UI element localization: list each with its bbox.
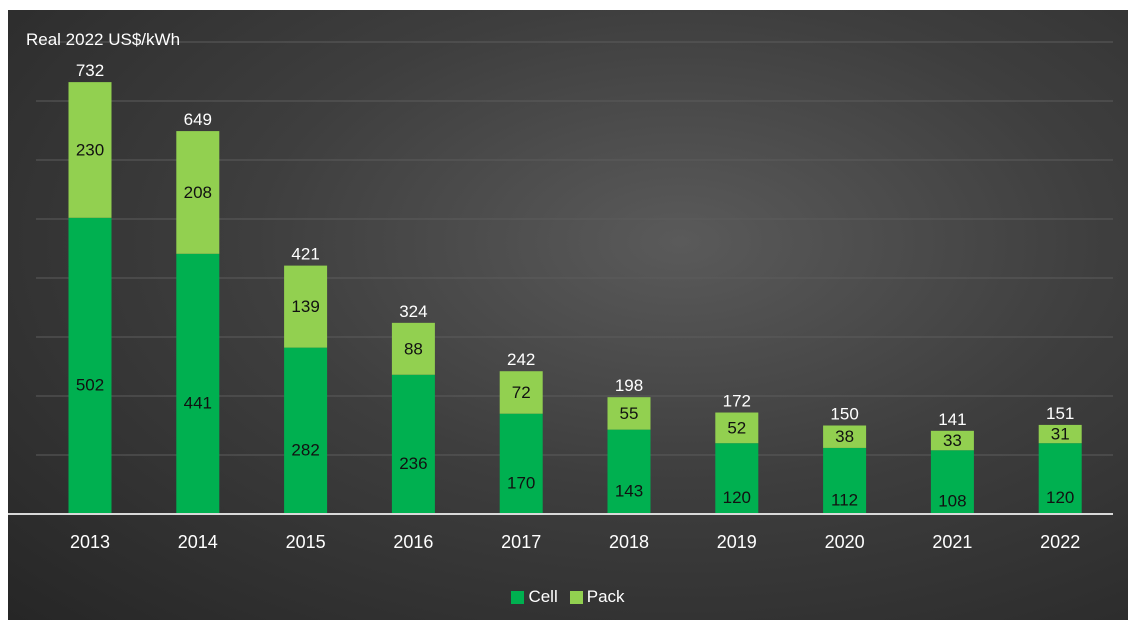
data-label-cell-2022: 120 bbox=[1046, 488, 1074, 507]
data-label-cell-2013: 502 bbox=[76, 375, 104, 394]
bar-cell-2017 bbox=[499, 413, 543, 514]
x-tick-label-2020: 2020 bbox=[825, 532, 865, 552]
bar-cell-2013 bbox=[68, 217, 112, 514]
data-label-pack-2020: 38 bbox=[835, 427, 854, 446]
bar-cell-2019 bbox=[715, 443, 759, 514]
data-label-cell-2015: 282 bbox=[291, 440, 319, 459]
total-label-2022: 151 bbox=[1046, 404, 1074, 423]
data-label-pack-2017: 72 bbox=[512, 383, 531, 402]
total-label-2018: 198 bbox=[615, 376, 643, 395]
data-label-cell-2014: 441 bbox=[184, 393, 212, 412]
bar-pack-2015 bbox=[284, 265, 328, 348]
bar-cell-2021 bbox=[930, 450, 974, 514]
bar-cell-2022 bbox=[1038, 443, 1082, 514]
x-tick-label-2015: 2015 bbox=[286, 532, 326, 552]
data-label-cell-2016: 236 bbox=[399, 454, 427, 473]
bar-pack-2013 bbox=[68, 82, 112, 218]
total-label-2021: 141 bbox=[938, 410, 966, 429]
bar-pack-2014 bbox=[176, 131, 220, 254]
total-label-2015: 421 bbox=[291, 245, 319, 264]
legend-item-pack: Pack bbox=[569, 587, 625, 607]
total-label-2014: 649 bbox=[184, 110, 212, 129]
y-axis-label: Real 2022 US$/kWh bbox=[26, 30, 181, 49]
bar-cell-2018 bbox=[607, 429, 651, 514]
chart-legend: Cell Pack bbox=[8, 587, 1128, 607]
x-tick-label-2017: 2017 bbox=[501, 532, 541, 552]
data-label-pack-2018: 55 bbox=[620, 404, 639, 423]
x-tick-label-2016: 2016 bbox=[393, 532, 433, 552]
bar-pack-2019 bbox=[715, 412, 759, 444]
x-tick-label-2021: 2021 bbox=[932, 532, 972, 552]
x-tick-label-2013: 2013 bbox=[70, 532, 110, 552]
x-tick-label-2018: 2018 bbox=[609, 532, 649, 552]
total-label-2016: 324 bbox=[399, 302, 427, 321]
bar-pack-2020 bbox=[823, 425, 867, 448]
legend-item-cell: Cell bbox=[511, 587, 558, 607]
data-label-cell-2018: 143 bbox=[615, 481, 643, 500]
data-label-pack-2021: 33 bbox=[943, 431, 962, 450]
bar-pack-2022 bbox=[1038, 424, 1082, 444]
legend-label-cell: Cell bbox=[528, 587, 558, 606]
total-label-2019: 172 bbox=[723, 392, 751, 411]
legend-swatch-cell bbox=[511, 590, 525, 604]
chart-plot: 502 230 732 2013 441 208 649 2014 282 139 421 2015 2… bbox=[8, 41, 1113, 552]
x-tick-label-2014: 2014 bbox=[178, 532, 218, 552]
data-label-cell-2020: 112 bbox=[831, 490, 858, 509]
bar-cell-2020 bbox=[823, 447, 867, 514]
total-label-2013: 732 bbox=[76, 61, 104, 80]
data-label-cell-2017: 170 bbox=[507, 473, 535, 492]
bar-pack-2017 bbox=[499, 371, 543, 414]
data-label-pack-2015: 139 bbox=[291, 297, 319, 316]
bar-cell-2015 bbox=[284, 347, 328, 514]
legend-swatch-pack bbox=[569, 590, 583, 604]
legend-label-pack: Pack bbox=[586, 587, 625, 606]
data-label-cell-2021: 108 bbox=[938, 492, 966, 511]
bar-cell-2016 bbox=[391, 374, 435, 514]
x-tick-label-2022: 2022 bbox=[1040, 532, 1080, 552]
data-label-pack-2016: 88 bbox=[404, 339, 423, 358]
data-label-pack-2019: 52 bbox=[727, 418, 746, 437]
data-label-pack-2022: 31 bbox=[1051, 425, 1070, 444]
bar-pack-2018 bbox=[607, 397, 651, 430]
total-label-2017: 242 bbox=[507, 350, 535, 369]
chart-area: 502 230 732 2013 441 208 649 2014 282 139 421 2015 2… bbox=[8, 10, 1128, 620]
data-label-cell-2019: 120 bbox=[723, 488, 751, 507]
x-tick-label-2019: 2019 bbox=[717, 532, 757, 552]
total-label-2020: 150 bbox=[830, 405, 858, 424]
bar-cell-2014 bbox=[176, 253, 220, 514]
bar-pack-2021 bbox=[930, 430, 974, 451]
bar-pack-2016 bbox=[391, 322, 435, 375]
data-label-pack-2013: 230 bbox=[76, 140, 104, 159]
data-label-pack-2014: 208 bbox=[184, 183, 212, 202]
